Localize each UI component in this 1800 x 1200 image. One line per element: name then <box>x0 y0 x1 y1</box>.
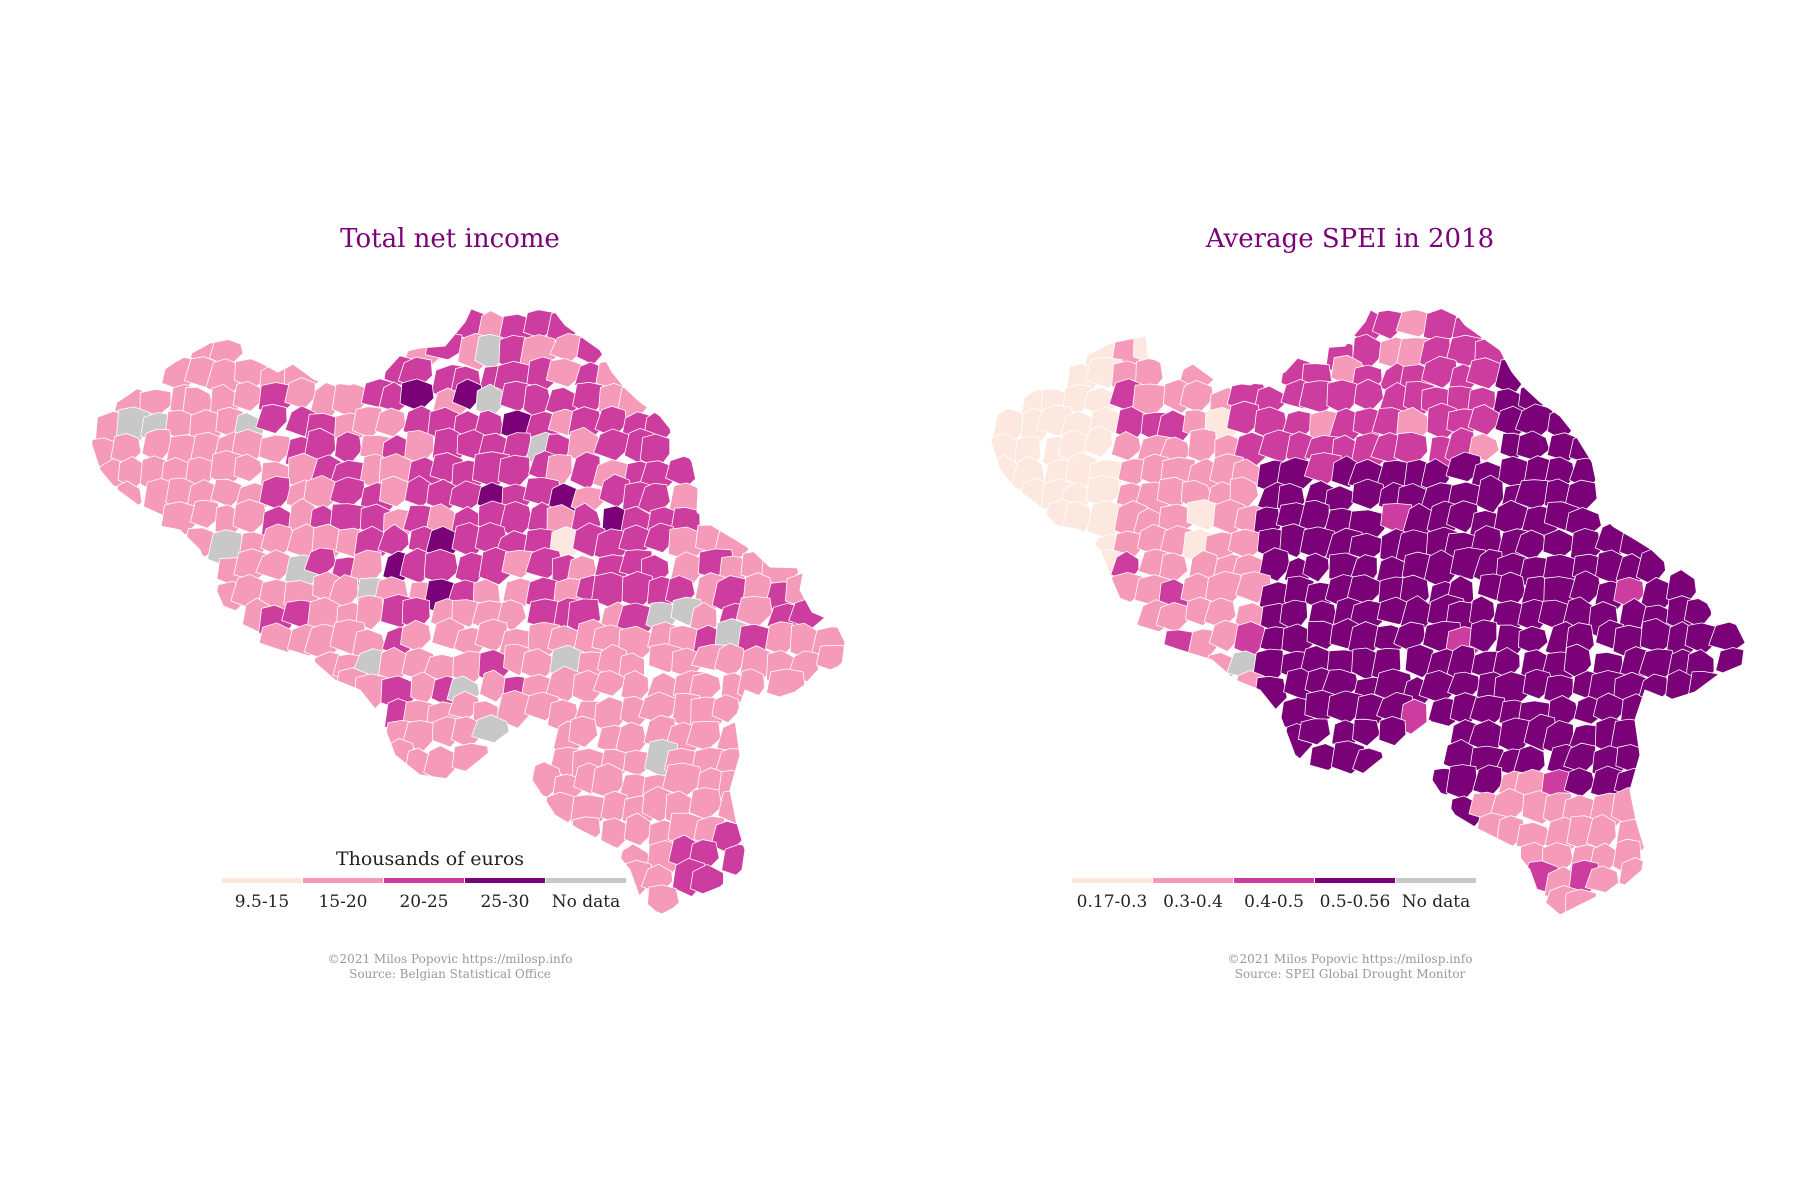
municipality-region <box>400 619 432 653</box>
income-legend-item-3: 20-25 <box>384 878 464 928</box>
municipality-region <box>1563 643 1592 681</box>
legend-swatch <box>1396 878 1476 883</box>
spei-map-panel: Average SPEI in 2018 0.17-0.3 0.3-0.4 0.… <box>900 0 1800 1200</box>
municipality-region <box>1715 647 1745 678</box>
municipality-region <box>576 332 606 366</box>
legend-label: No data <box>1401 892 1471 912</box>
legend-label: 0.4-0.5 <box>1244 892 1304 912</box>
municipality-region <box>1584 865 1620 893</box>
municipality-region <box>689 672 722 702</box>
municipality-region <box>1187 428 1218 464</box>
municipality-region <box>1279 599 1308 633</box>
spei-credit-source: Source: SPEI Global Drought Monitor <box>1234 967 1466 981</box>
spei-legend-item-5: No data <box>1396 878 1476 928</box>
income-legend-title: Thousands of euros <box>335 848 525 870</box>
spei-credit-author: ©2021 Milos Popovic https://milosp.info <box>1227 952 1473 966</box>
legend-swatch <box>546 878 626 883</box>
municipality-region <box>1469 619 1498 654</box>
municipality-region <box>1297 718 1331 746</box>
municipality-region <box>1378 715 1407 747</box>
municipality-region <box>399 378 435 412</box>
spei-legend-item-2: 0.3-0.4 <box>1153 878 1233 928</box>
municipality-region <box>1253 675 1288 714</box>
municipality-region <box>497 454 531 489</box>
legend-swatch <box>465 878 545 883</box>
legend-label: 9.5-15 <box>234 892 290 912</box>
municipality-region <box>1586 814 1617 852</box>
spei-legend-item-3: 0.4-0.5 <box>1234 878 1314 928</box>
municipality-region <box>1353 378 1384 413</box>
municipality-region <box>815 644 845 672</box>
municipality-region <box>542 791 577 830</box>
municipality-region <box>1352 718 1381 747</box>
income-legend-item-5: No data <box>546 878 626 928</box>
municipality-region <box>1445 764 1478 801</box>
legend-swatch <box>1153 878 1233 883</box>
legend-label: 25-30 <box>480 892 530 912</box>
municipality-region <box>255 403 288 434</box>
legend-label: 0.3-0.4 <box>1163 892 1223 912</box>
spei-legend-item-4: 0.5-0.56 <box>1315 878 1395 928</box>
municipality-region <box>397 356 433 389</box>
municipality-region <box>639 433 671 470</box>
legend-swatch <box>1315 878 1395 883</box>
municipality-region <box>233 453 263 483</box>
country-outline <box>84 301 846 916</box>
income-map-title: Total net income <box>340 224 560 254</box>
municipality-region <box>232 381 264 412</box>
spei-legend-item-1: 0.17-0.3 <box>1072 878 1152 928</box>
income-legend-item-2: 15-20 <box>303 878 383 928</box>
municipality-region <box>374 407 407 438</box>
income-legend-item-4: 25-30 <box>465 878 545 928</box>
income-legend-item-1: 9.5-15 <box>222 878 302 928</box>
municipality-region <box>232 498 268 534</box>
legend-label: 0.5-0.56 <box>1319 892 1391 912</box>
municipality-region <box>1082 425 1113 458</box>
income-credit-source: Source: Belgian Statistical Office <box>349 967 551 981</box>
municipality-region <box>766 668 806 701</box>
municipality-region <box>401 597 431 632</box>
municipality-region <box>1683 598 1712 629</box>
legend-swatch <box>384 878 464 883</box>
municipality-region <box>1564 888 1597 915</box>
spei-map-title: Average SPEI in 2018 <box>1205 224 1495 254</box>
municipality-region <box>569 816 601 847</box>
spei-choropleth-map <box>984 301 1746 916</box>
municipality-region <box>1518 625 1549 655</box>
legend-label: 15-20 <box>318 892 368 912</box>
municipality-region <box>1618 857 1651 890</box>
municipality-region <box>646 884 680 915</box>
municipality-region <box>451 742 490 774</box>
legend-label: No data <box>551 892 621 912</box>
income-choropleth-map <box>84 301 846 916</box>
income-credit-author: ©2021 Milos Popovic https://milosp.info <box>327 952 573 966</box>
legend-swatch <box>1234 878 1314 883</box>
municipality-region <box>1516 430 1551 462</box>
income-map-panel: Total net income Thousands of euros 9.5-… <box>84 224 846 981</box>
municipality-region <box>410 671 437 706</box>
legend-swatch <box>1072 878 1152 883</box>
legend-label: 20-25 <box>399 892 449 912</box>
municipality-region <box>1393 431 1429 467</box>
legend-swatch <box>303 878 383 883</box>
municipality-region <box>568 715 599 748</box>
legend-swatch <box>222 878 302 883</box>
country-outline <box>984 301 1746 916</box>
municipality-region <box>470 714 510 744</box>
legend-label: 0.17-0.3 <box>1076 892 1148 912</box>
